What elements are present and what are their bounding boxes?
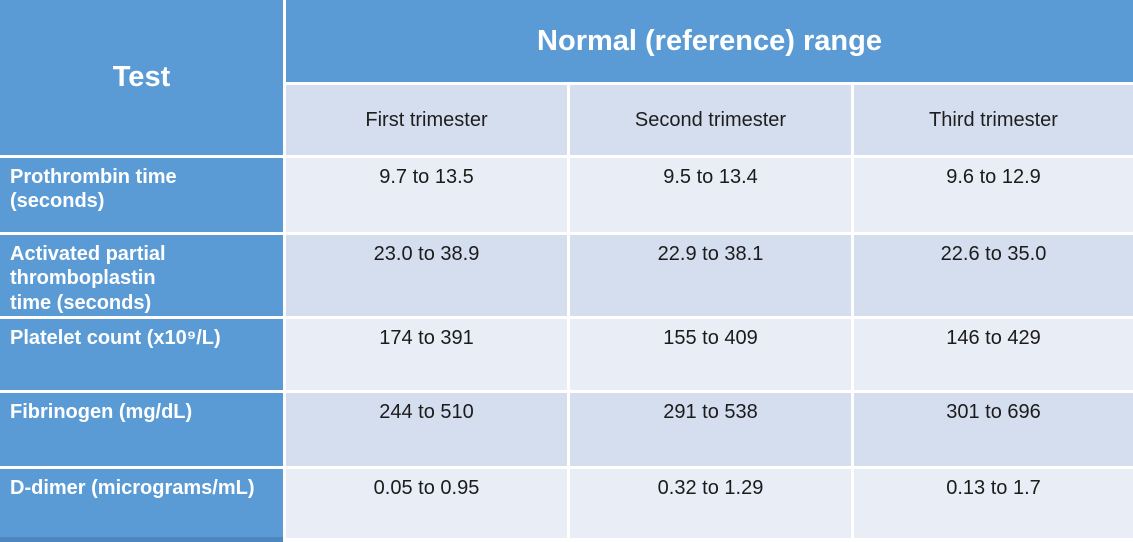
row-label-platelet-count: Platelet count (x10⁹/L) bbox=[0, 319, 283, 390]
value-cell: 22.6 to 35.0 bbox=[854, 235, 1133, 316]
row-label-prothrombin-time: Prothrombin time (seconds) bbox=[0, 158, 283, 232]
value-cell: 155 to 409 bbox=[570, 319, 851, 390]
row-label-aptt: Activated partial thromboplastin time (s… bbox=[0, 235, 283, 316]
row-label-d-dimer: D-dimer (micrograms/mL) bbox=[0, 469, 283, 542]
value-cell: 291 to 538 bbox=[570, 393, 851, 466]
group-header-normal-range: Normal (reference) range bbox=[286, 0, 1133, 82]
column-header-second-trimester: Second trimester bbox=[570, 85, 851, 155]
value-cell: 0.13 to 1.7 bbox=[854, 469, 1133, 542]
value-cell: 0.05 to 0.95 bbox=[286, 469, 567, 542]
value-cell: 9.6 to 12.9 bbox=[854, 158, 1133, 232]
value-cell: 22.9 to 38.1 bbox=[570, 235, 851, 316]
column-header-first-trimester: First trimester bbox=[286, 85, 567, 155]
value-cell: 301 to 696 bbox=[854, 393, 1133, 466]
value-cell: 174 to 391 bbox=[286, 319, 567, 390]
value-cell: 244 to 510 bbox=[286, 393, 567, 466]
corner-header-test: Test bbox=[0, 0, 283, 155]
column-header-third-trimester: Third trimester bbox=[854, 85, 1133, 155]
value-cell: 9.5 to 13.4 bbox=[570, 158, 851, 232]
value-cell: 146 to 429 bbox=[854, 319, 1133, 390]
value-cell: 9.7 to 13.5 bbox=[286, 158, 567, 232]
value-cell: 0.32 to 1.29 bbox=[570, 469, 851, 542]
row-label-fibrinogen: Fibrinogen (mg/dL) bbox=[0, 393, 283, 466]
value-cell: 23.0 to 38.9 bbox=[286, 235, 567, 316]
